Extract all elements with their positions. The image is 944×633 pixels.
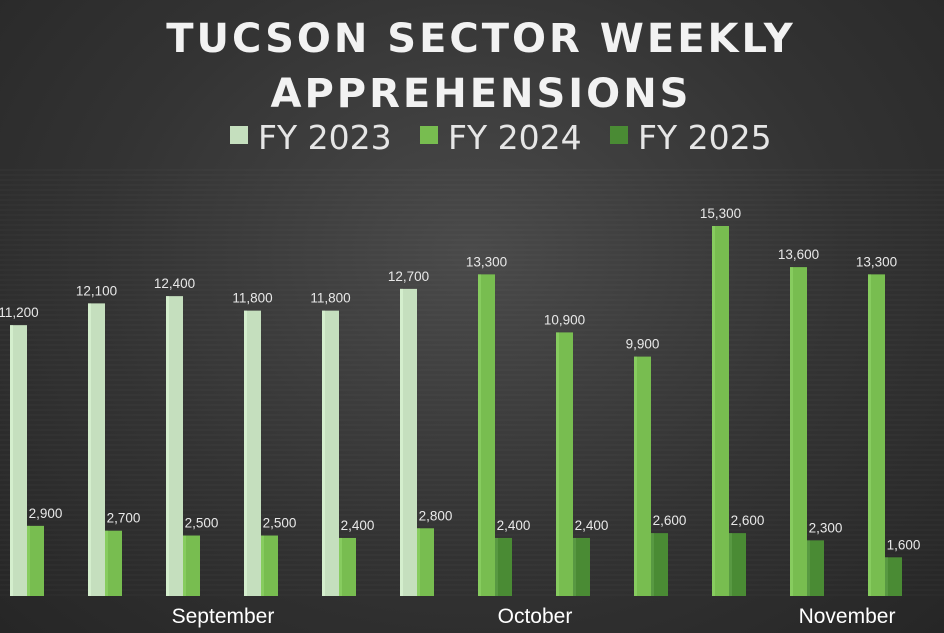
bar-highlight [790,267,793,596]
legend-swatch [420,126,438,144]
bar [729,533,746,596]
bar-highlight [166,296,169,596]
data-label: 10,900 [544,312,585,327]
data-label: 2,400 [575,518,609,533]
bar [478,274,495,596]
bars [10,226,902,596]
legend: FY 2023 FY 2024 FY 2025 [230,118,772,157]
legend-label: FY 2023 [258,118,392,157]
bar [105,530,122,596]
bar-highlight [634,356,637,596]
data-label: 13,600 [778,247,819,262]
legend-swatch [610,126,628,144]
legend-label: FY 2025 [638,118,772,157]
data-label: 2,900 [29,506,63,521]
data-label: 1,600 [887,537,921,552]
category-label: November [799,605,896,628]
data-label: 15,300 [700,206,741,221]
bar [244,310,261,596]
bar [88,303,105,596]
bar-highlight [261,535,264,596]
data-label: 13,300 [466,254,507,269]
bar [400,288,417,596]
data-label: 11,200 [0,305,39,320]
category-label: October [498,605,573,628]
bar-highlight [478,274,481,596]
bar [183,535,200,596]
bar-highlight [105,530,108,596]
bar-highlight [183,535,186,596]
bar-highlight [27,525,30,596]
data-label: 2,700 [107,511,141,526]
data-label: 2,500 [263,516,297,531]
bar [651,533,668,596]
bar-highlight [556,332,559,596]
data-label: 2,800 [419,508,453,523]
data-label: 2,600 [731,513,765,528]
data-label: 2,600 [653,513,687,528]
bar-highlight [712,226,715,596]
data-label: 2,400 [497,518,531,533]
data-label: 12,100 [76,283,117,298]
bar [10,325,27,596]
bar-highlight [322,310,325,596]
bar [634,356,651,596]
bar-highlight [573,537,576,596]
bar [556,332,573,596]
bar [573,537,590,596]
chart-title-line-2: APPREHENSIONS [271,71,692,117]
bar-highlight [885,557,888,596]
data-label: 11,800 [310,291,350,306]
bar-highlight [729,533,732,596]
data-label: 12,400 [154,276,195,291]
data-label: 2,500 [185,516,219,531]
bar [868,274,885,596]
bar-highlight [807,540,810,596]
data-label: 2,300 [809,520,843,535]
data-label: 9,900 [626,337,660,352]
bar [27,525,44,596]
bar [166,296,183,596]
bar-highlight [651,533,654,596]
bar [790,267,807,596]
chart-title-line-1: TUCSON SECTOR WEEKLY [166,16,796,62]
bar [322,310,339,596]
bar [261,535,278,596]
legend-swatch [230,126,248,144]
bar-highlight [88,303,91,596]
data-labels: 11,200 2,900 12,100 2,700 12,400 2,500 11,800 2… [0,206,920,552]
data-label: 2,400 [341,518,375,533]
bar-highlight [400,288,403,596]
category-label: September [172,605,275,628]
bar [495,537,512,596]
bar [712,226,729,596]
data-label: 11,800 [232,291,272,306]
bar [807,540,824,596]
bar-highlight [339,537,342,596]
category-labels: September October November [172,605,896,628]
bar-highlight [10,325,13,596]
bar [885,557,902,596]
bar-highlight [417,528,420,596]
bar [417,528,434,596]
legend-label: FY 2024 [448,118,582,157]
bar [339,537,356,596]
bar-highlight [244,310,247,596]
data-label: 12,700 [388,269,429,284]
data-label: 13,300 [856,254,897,269]
bar-highlight [868,274,871,596]
bar-highlight [495,537,498,596]
